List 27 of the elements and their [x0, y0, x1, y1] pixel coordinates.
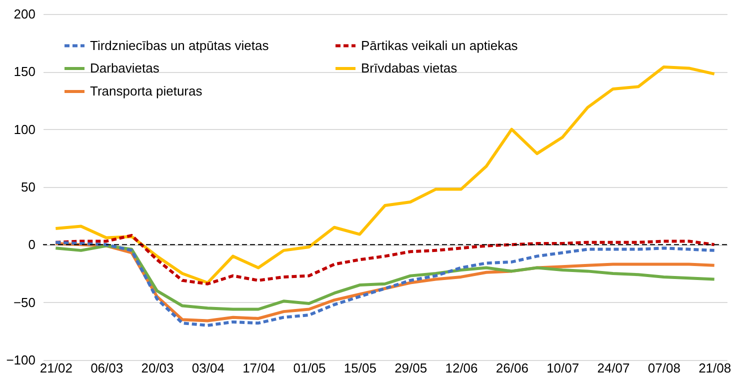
legend-label: Pārtikas veikali un aptiekas	[361, 38, 518, 53]
y-tick-label: 100	[14, 122, 36, 137]
x-tick-label: 06/03	[90, 360, 124, 376]
legend-label: Brīvdabas vietas	[361, 60, 458, 76]
x-tick-label: 12/06	[445, 360, 478, 376]
x-tick-label: 21/02	[40, 360, 72, 376]
line-series	[54, 244, 716, 311]
x-tick-label: 03/04	[192, 360, 224, 376]
legend-label: Darbavietas	[90, 60, 160, 76]
x-tick-label: 29/05	[394, 360, 428, 376]
x-tick-label: 07/08	[648, 360, 680, 376]
x-tick-label: 24/07	[597, 360, 630, 376]
x-tick-label: 21/08	[698, 360, 732, 376]
x-tick-label: 15/05	[344, 360, 376, 376]
y-tick-label: 150	[14, 64, 36, 80]
x-tick-label: 01/05	[293, 360, 326, 376]
y-tick-label: 200	[14, 6, 36, 22]
y-tick-label: 0	[28, 237, 36, 252]
legend-label: Transporta pieturas	[90, 84, 203, 98]
y-tick-label: 50	[21, 180, 36, 194]
x-tick-label: 17/04	[242, 360, 276, 376]
x-tick-label: 20/03	[141, 360, 174, 376]
y-tick-label: −100	[6, 352, 36, 368]
legend-label: Tirdzniecības un atpūtas vietas	[90, 38, 270, 53]
y-tick-label: −50	[13, 294, 36, 310]
x-tick-label: 26/06	[496, 360, 528, 376]
x-tick-label: 10/07	[546, 360, 580, 376]
